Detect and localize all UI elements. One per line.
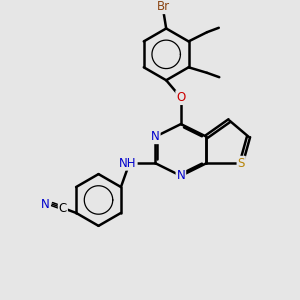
Text: O: O bbox=[176, 91, 185, 104]
Text: NH: NH bbox=[119, 157, 137, 170]
Text: C: C bbox=[59, 202, 67, 215]
Text: S: S bbox=[238, 157, 245, 170]
Text: N: N bbox=[41, 198, 50, 211]
Text: Br: Br bbox=[157, 0, 170, 13]
Text: N: N bbox=[176, 169, 185, 182]
Text: N: N bbox=[151, 130, 160, 143]
